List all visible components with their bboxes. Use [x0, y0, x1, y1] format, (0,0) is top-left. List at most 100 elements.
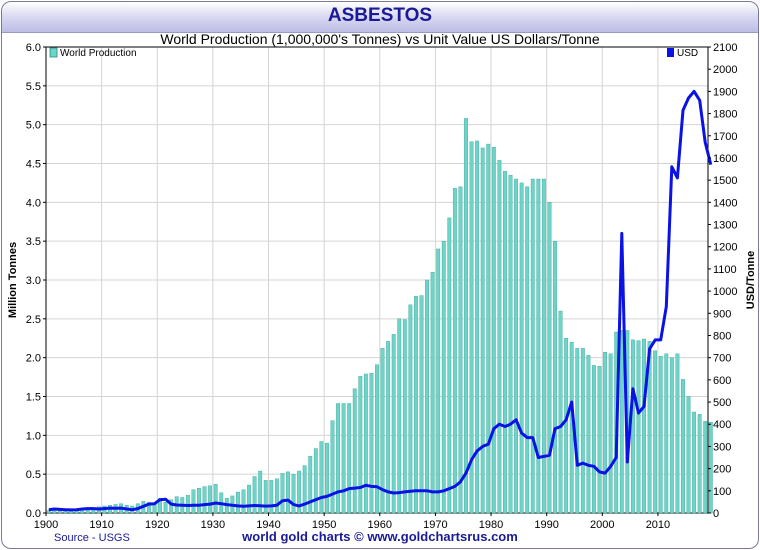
production-bar [436, 248, 441, 514]
production-bar [391, 334, 396, 514]
x-tick-label: 1970 [423, 519, 447, 531]
left-tick-label: 6.0 [26, 42, 41, 54]
production-bar [514, 178, 519, 514]
x-tick-label: 1940 [256, 519, 280, 531]
production-bar [252, 476, 257, 514]
production-bar [592, 365, 596, 514]
production-bar [530, 178, 535, 514]
right-axis-ticks: 0 100 200 300 400 500 600 700 800 900 1000 1100 1200… [708, 42, 737, 520]
production-bar [464, 118, 468, 514]
x-tick-label: 1900 [34, 519, 58, 531]
right-tick-label: 2000 [713, 64, 737, 76]
legend-production: World Production [49, 47, 137, 59]
production-bar [269, 480, 274, 514]
production-bar [519, 182, 524, 514]
left-tick-label: 5.0 [26, 120, 41, 132]
production-bar [146, 501, 151, 514]
right-tick-label: 0 [713, 508, 719, 520]
right-tick-label: 1500 [713, 175, 737, 187]
x-tick-label: 2000 [590, 519, 614, 531]
x-tick-label: 1980 [479, 519, 503, 531]
production-bar [302, 465, 307, 514]
production-bar [414, 296, 418, 514]
production-bar [697, 414, 702, 514]
production-bar [291, 473, 296, 514]
production-bar [380, 348, 385, 514]
production-bar [669, 357, 674, 514]
right-tick-label: 1900 [713, 86, 737, 98]
x-tick-label: 1990 [534, 519, 558, 531]
right-axis-title: USD/Tonne [745, 251, 757, 309]
right-tick-label: 200 [713, 464, 731, 476]
right-tick-label: 1700 [713, 131, 737, 143]
production-bar [508, 174, 513, 514]
production-bar [647, 341, 652, 514]
x-tick-label: 1930 [201, 519, 225, 531]
production-bar [202, 486, 207, 514]
right-tick-label: 300 [713, 441, 731, 453]
production-bar [469, 141, 474, 514]
left-tick-label: 5.5 [26, 81, 41, 93]
production-bar [241, 489, 246, 514]
left-tick-label: 1.5 [26, 392, 41, 404]
production-bar [503, 171, 507, 514]
production-bar [619, 330, 624, 514]
production-bar [564, 338, 569, 514]
left-tick-label: 4.0 [26, 197, 41, 209]
production-bar [213, 484, 218, 514]
right-tick-label: 2100 [713, 42, 737, 54]
production-bar [397, 318, 402, 514]
production-bar [703, 421, 708, 514]
production-bar [352, 388, 357, 514]
x-tick-label: 2010 [646, 519, 670, 531]
left-tick-label: 3.5 [26, 236, 41, 248]
production-bar [419, 295, 424, 514]
production-bar [675, 353, 680, 514]
production-bar [330, 420, 335, 514]
production-bar [325, 442, 329, 514]
production-bar [597, 366, 602, 514]
right-tick-label: 1600 [713, 153, 737, 165]
legend-usd: USD [667, 48, 698, 59]
left-tick-label: 2.5 [26, 314, 41, 326]
production-bar [708, 421, 713, 514]
production-bar [480, 147, 485, 514]
production-bar [402, 319, 407, 514]
chart-subtitle: World Production (1,000,000's Tonnes) vs… [160, 31, 600, 47]
production-bar [525, 186, 530, 514]
right-tick-label: 500 [713, 397, 731, 409]
production-bar [263, 480, 268, 514]
production-bar [497, 160, 502, 514]
production-bar [586, 355, 591, 514]
chart-title: ASBESTOS [327, 5, 433, 26]
production-bar [208, 485, 213, 514]
production-bar [319, 441, 324, 514]
right-tick-label: 1400 [713, 197, 737, 209]
legend-usd-swatch [667, 48, 674, 57]
left-axis-title: Million Tonnes [7, 242, 19, 318]
production-bar [636, 340, 641, 514]
left-tick-label: 1.0 [26, 430, 41, 442]
production-bar [336, 403, 340, 514]
source-note: Source - USGS [54, 532, 130, 544]
x-tick-label: 1950 [312, 519, 336, 531]
legend-production-label: World Production [60, 48, 137, 59]
title-bar [2, 2, 758, 33]
production-bar [547, 202, 552, 514]
legend-usd-label: USD [677, 48, 698, 59]
production-bar [425, 279, 429, 514]
left-tick-label: 4.5 [26, 159, 41, 171]
production-bar [280, 473, 285, 514]
production-bar [575, 348, 580, 514]
production-bar [313, 448, 318, 514]
production-bar [558, 310, 563, 514]
left-axis-ticks: 0.0 0.5 1.0 1.5 2.0 2.5 3.0 3.5 4.0 4.5 5.0 5.5 6.0 [26, 42, 46, 520]
production-bar [458, 186, 463, 514]
production-bar [46, 510, 51, 514]
left-tick-label: 0.0 [26, 508, 41, 520]
legend-production-swatch [49, 47, 58, 58]
production-bar [630, 339, 635, 514]
production-bar [197, 487, 201, 514]
right-tick-label: 800 [713, 330, 731, 342]
